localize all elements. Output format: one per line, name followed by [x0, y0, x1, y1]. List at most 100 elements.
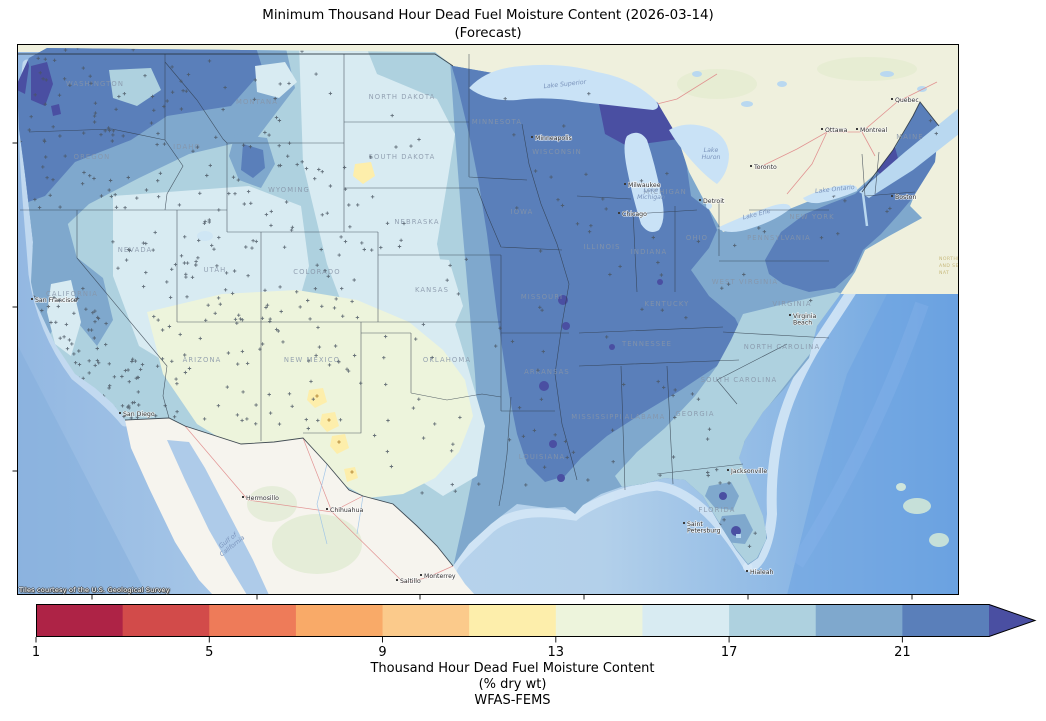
map-city-label: Toronto [753, 164, 777, 171]
map-city-dot [727, 469, 729, 471]
map-city-dot [746, 570, 748, 572]
map-city-label: Jacksonville [730, 468, 767, 475]
map-state-label: INDIANA [631, 248, 667, 256]
map-city-dot [119, 412, 121, 414]
map-city-dot [326, 508, 328, 510]
canada-roads [656, 73, 938, 195]
map-state-label: WASHINGTON [66, 80, 124, 88]
map-state-label: SOUTH DAKOTA [369, 153, 436, 161]
map-state-label: ALABAMA [625, 413, 666, 421]
map-figure: WASHINGTON OREGON CALIFORNIA NEVADA IDAHO MON… [12, 44, 959, 600]
colorbar-arrow [989, 604, 1035, 637]
st-lawrence-river [859, 108, 959, 198]
colorbar-tick-label: 9 [378, 645, 386, 660]
great-salt-lake [197, 231, 213, 241]
map-city-dot [856, 128, 858, 130]
map-state-label: NORTH DAKOTA [369, 93, 436, 101]
colorbar-band-21-23 [902, 604, 990, 637]
map-state-label: SOUTH CAROLINA [701, 376, 777, 384]
map-city-dot [750, 165, 752, 167]
map-city-label: Virginia Beach [793, 313, 817, 327]
map-city-dot [618, 212, 620, 214]
map-state-label: UTAH [204, 266, 227, 274]
map-state-label: NEW YORK [789, 213, 834, 221]
map-state-label: MAINE [896, 133, 923, 141]
colorbar-title-line2: (% dry wt) [478, 676, 547, 692]
map-state-label: KANSAS [415, 286, 449, 294]
map-water-label: Lake Huron [702, 147, 721, 161]
map-city-dot [683, 522, 685, 524]
map-state-label: NEBRASKA [394, 218, 439, 226]
map-city-label: Minneapolis [535, 135, 572, 142]
map-city-dot [242, 496, 244, 498]
colorbar-title: Thousand Hour Dead Fuel Moisture Content… [36, 661, 989, 708]
map-city-dot [891, 195, 893, 197]
map-city-label: Boston [895, 194, 916, 201]
colorbar-tick-label: 5 [205, 645, 213, 660]
map-city-dot [789, 314, 791, 316]
band-11-13-pockets [307, 162, 375, 482]
map-frame-border [12, 44, 959, 600]
station-marker-dry [315, 394, 354, 474]
map-city-label: Ottawa [825, 127, 848, 134]
map-state-label: FLORIDA [699, 506, 736, 514]
map-state-label: OKLAHOMA [423, 356, 471, 364]
map-state-label: ILLINOIS [583, 243, 620, 251]
map-state-label: WISCONSIN [532, 148, 582, 156]
map-city-label: Montreal [860, 127, 887, 134]
map-state-label: NEW MEXICO [284, 356, 340, 364]
map-water-label: Lake Superior [543, 79, 587, 90]
colorbar-svg: 1 5 9 13 17 21 [32, 604, 1037, 660]
mexico-roads [184, 425, 454, 584]
map-state-label: MISSISSIPPI [571, 413, 622, 421]
colorbar-band-1-3 [36, 604, 124, 637]
map-city-label: Saint Petersburg [687, 521, 721, 535]
map-state-label: KENTUCKY [645, 300, 690, 308]
map-state-label: OREGON [74, 153, 111, 161]
map-city-label: Hialeah [750, 569, 773, 576]
map-city-dot [396, 579, 398, 581]
map-state-label: NEVADA [118, 246, 153, 254]
map-ocean-text: AND SEA [939, 263, 963, 269]
colorbar-tick-label: 13 [548, 645, 565, 660]
colorbar-band-15-17 [642, 604, 730, 637]
map-city-label: San Francisco [35, 297, 78, 304]
map-state-label: LOUISIANA [519, 453, 565, 461]
map-city-dot [891, 98, 893, 100]
map-state-label: NORTH CAROLINA [744, 343, 820, 351]
map-city-label: Chicago [622, 211, 647, 218]
colorbar-tick-label: 21 [894, 645, 911, 660]
map-attribution: Tiles courtesy of the U.S. Geological Su… [19, 586, 170, 594]
map-water-label: Lake Michigan [637, 187, 665, 201]
axis-ticks [12, 142, 913, 600]
colorbar-outline [36, 604, 1037, 637]
colorbar-band-13-15 [555, 604, 644, 637]
national-borders [17, 53, 940, 567]
gulf-of-california [167, 440, 269, 595]
map-city-label: San Diego [123, 411, 155, 418]
figure-title-line1: Minimum Thousand Hour Dead Fuel Moisture… [262, 8, 714, 23]
colorbar-band-9-11 [382, 604, 470, 637]
map-city-label: Saltillo [400, 578, 421, 585]
map-state-label: WEST VIRGINIA [712, 278, 778, 286]
map-state-label: MINNESOTA [472, 118, 522, 126]
map-state-label: IDAHO [173, 143, 201, 151]
state-borders [20, 54, 916, 507]
canada-land [17, 44, 959, 294]
map-city-label: Milwaukee [628, 182, 661, 189]
map-state-label: MISSOURI [521, 293, 563, 301]
colorbar-title-line1: Thousand Hour Dead Fuel Moisture Content [370, 661, 655, 676]
map-state-label: IOWA [511, 208, 534, 216]
map-city-label: Quebec [895, 97, 919, 104]
map-state-label: COLORADO [293, 268, 340, 276]
map-state-label: PENNSYLVANIA [747, 234, 811, 242]
great-lakes [197, 64, 959, 538]
map-ocean-text: NAT [939, 270, 949, 276]
mexico-rivers [316, 463, 364, 545]
colorbar-band-5-7 [209, 604, 297, 637]
map-city-label: Monterrey [424, 573, 456, 580]
map-state-label: ARKANSAS [524, 368, 570, 376]
bahamas-bank [903, 498, 931, 514]
map-city-label: Detroit [703, 198, 725, 205]
map-state-label: WYOMING [268, 186, 310, 194]
